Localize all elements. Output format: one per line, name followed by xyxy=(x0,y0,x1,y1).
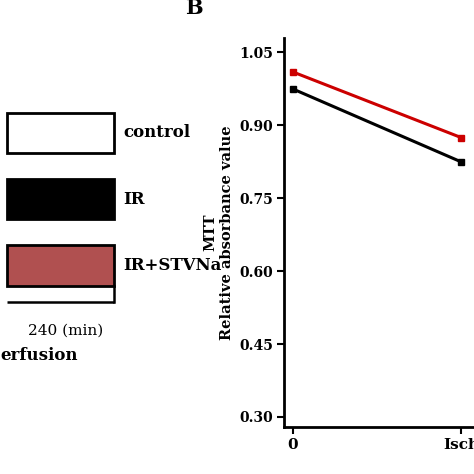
Text: IR+STVNa: IR+STVNa xyxy=(123,257,222,274)
Text: control: control xyxy=(123,124,191,141)
FancyBboxPatch shape xyxy=(7,246,114,285)
Y-axis label: MTT
Relative absorbance value: MTT Relative absorbance value xyxy=(204,125,234,339)
Text: B: B xyxy=(185,0,203,18)
Text: IR: IR xyxy=(123,191,145,208)
Text: erfusion: erfusion xyxy=(0,347,78,364)
Text: 240 (min): 240 (min) xyxy=(28,323,103,337)
FancyBboxPatch shape xyxy=(7,179,114,219)
FancyBboxPatch shape xyxy=(7,112,114,153)
